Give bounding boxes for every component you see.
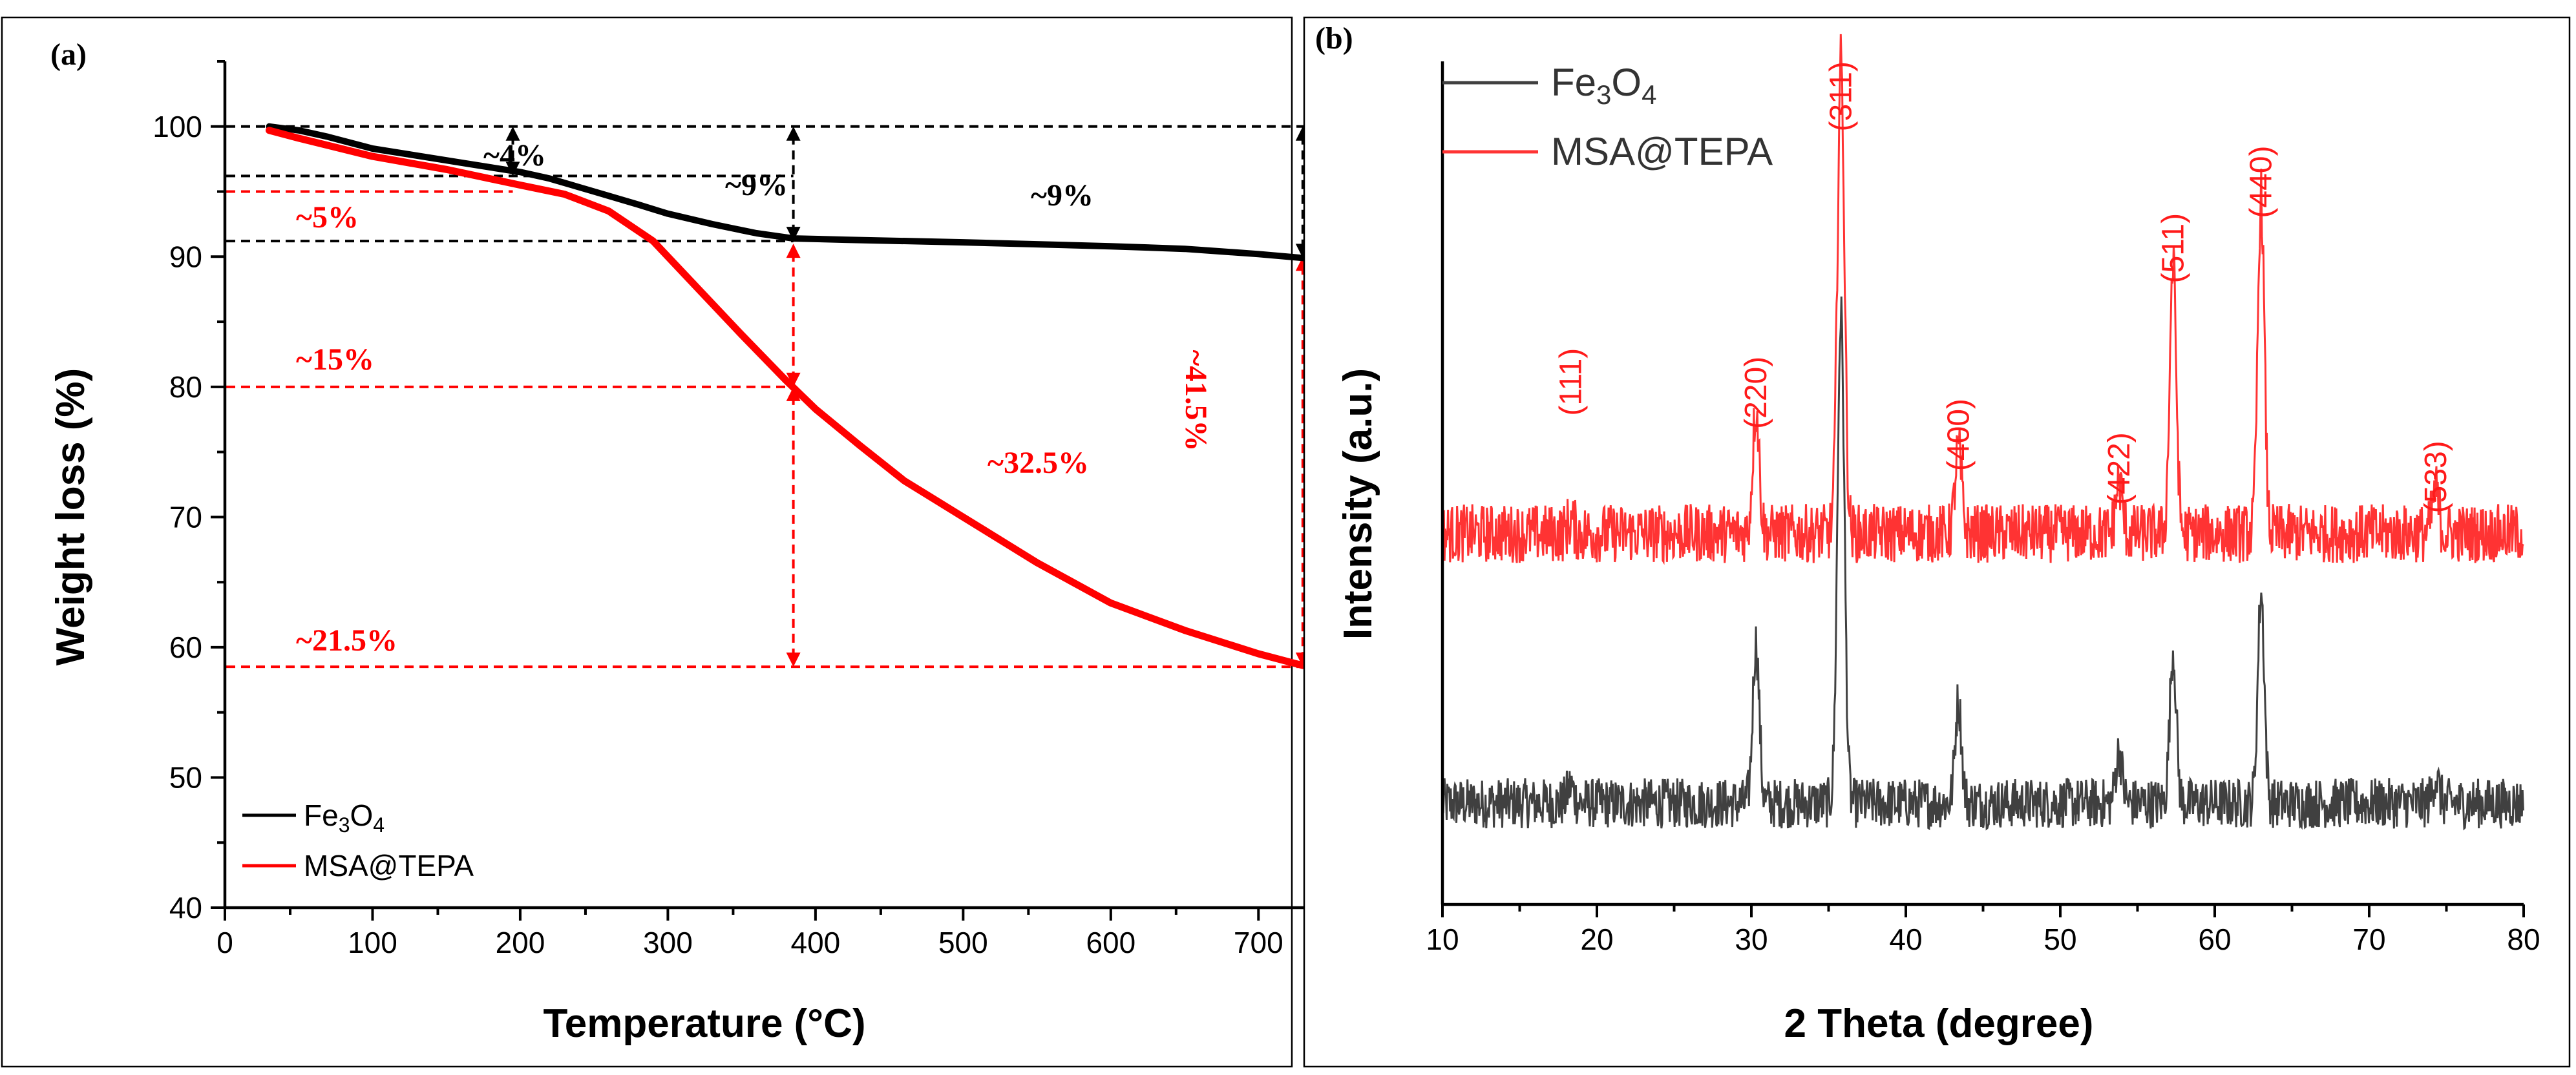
xrd-series-group bbox=[1441, 34, 2524, 831]
legend-label-msa-tepa: MSA@TEPA bbox=[304, 849, 474, 882]
x-tick-label: 300 bbox=[643, 926, 693, 959]
series-line-fe3o4 bbox=[266, 123, 1336, 264]
y-axis-title: Intensity (a.u.) bbox=[1336, 368, 1380, 640]
x-tick-label: 30 bbox=[1735, 923, 1768, 956]
x-tick-label: 20 bbox=[1580, 923, 1613, 956]
annotation-5pct: ~5% bbox=[296, 200, 359, 235]
y-tick-label: 50 bbox=[169, 760, 202, 794]
x-tick-label: 200 bbox=[496, 926, 545, 959]
series-line-fe3o4 bbox=[1441, 296, 2524, 831]
peak-label: (220) bbox=[1739, 357, 1773, 429]
arrow-9pct-mid-head-top bbox=[786, 126, 801, 141]
y-tick-label: 100 bbox=[153, 110, 202, 143]
x-tick-label: 100 bbox=[348, 926, 397, 959]
x-tick-label: 80 bbox=[2507, 923, 2540, 956]
peak-label: (511) bbox=[2156, 213, 2190, 284]
arrow-4pct-head-top bbox=[505, 126, 520, 141]
arrow-21-5pct-head-bottom bbox=[786, 652, 801, 667]
x-tick-label: 500 bbox=[938, 926, 988, 959]
x-tick-label: 700 bbox=[1234, 926, 1283, 959]
x-tick-label: 10 bbox=[1426, 923, 1459, 956]
x-axis-title: 2 Theta (degree) bbox=[1784, 1001, 2094, 1046]
peak-label: (311) bbox=[1824, 61, 1859, 132]
peak-label: (440) bbox=[2244, 146, 2279, 218]
legend: Fe3O4 MSA@TEPA bbox=[242, 798, 474, 882]
annotation-32-5pct: ~32.5% bbox=[987, 446, 1089, 480]
axes: 10 20 30 40 50 60 70 80 bbox=[1426, 61, 2540, 956]
peak-label: (111) bbox=[1554, 348, 1588, 416]
panel-b-label: (b) bbox=[1315, 21, 1353, 56]
arrow-21-5pct-head-top bbox=[786, 386, 801, 401]
peak-label: (533) bbox=[2419, 441, 2453, 513]
panel-a-frame bbox=[1, 16, 1293, 1068]
y-tick-label: 90 bbox=[169, 240, 202, 273]
x-axis-title: Temperature (°C) bbox=[543, 1001, 865, 1046]
y-tick-label: 60 bbox=[169, 631, 202, 664]
x-tick-label: 70 bbox=[2352, 923, 2385, 956]
x-tick-label: 50 bbox=[2043, 923, 2076, 956]
arrow-15pct-upper-head-bottom bbox=[786, 372, 801, 387]
x-tick-label: 600 bbox=[1086, 926, 1135, 959]
series-group bbox=[266, 123, 1336, 671]
annotation-15pct: ~15% bbox=[296, 342, 374, 377]
x-tick-label: 0 bbox=[216, 926, 233, 959]
peak-label: (422) bbox=[2102, 432, 2137, 505]
annotation-9pct-mid: ~9% bbox=[725, 168, 788, 202]
arrow-9pct-mid-head-bottom bbox=[786, 227, 801, 242]
x-tick-label: 40 bbox=[1889, 923, 1922, 956]
series-line-msa-tepa bbox=[266, 127, 1336, 671]
annotation-9pct-right: ~9% bbox=[1031, 178, 1093, 213]
x-tick-label: 60 bbox=[2198, 923, 2231, 956]
annotation-41-5pct: ~41.5% bbox=[1179, 350, 1213, 452]
y-tick-label: 70 bbox=[169, 500, 202, 534]
legend-label-msa-tepa: MSA@TEPA bbox=[1551, 130, 1773, 173]
peak-label: (400) bbox=[1941, 399, 1976, 471]
annotation-4pct: ~4% bbox=[483, 138, 546, 172]
panel-a-label: (a) bbox=[50, 37, 87, 72]
arrow-15pct-upper-head-top bbox=[786, 244, 801, 258]
y-axis-title: Weight loss (%) bbox=[48, 368, 93, 665]
series-line-msa-tepa bbox=[1441, 34, 2524, 565]
panel-a: (a) 010020030040050060070080040506070809… bbox=[1, 16, 1479, 1068]
peak-labels: (111) (220) (311) (400) (422) (511) (440) (533) bbox=[1554, 61, 2453, 513]
panel-b: (b) 10 20 30 40 50 60 70 80 (111) (220) (311) (400… bbox=[1303, 16, 2571, 1068]
y-tick-label: 80 bbox=[169, 370, 202, 404]
y-tick-label: 40 bbox=[169, 891, 202, 924]
annotation-21-5pct: ~21.5% bbox=[296, 623, 397, 658]
reference-lines bbox=[226, 125, 1391, 669]
x-tick-label: 400 bbox=[791, 926, 841, 959]
